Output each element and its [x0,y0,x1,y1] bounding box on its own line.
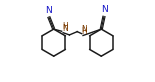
Text: H: H [82,27,87,36]
Text: N: N [82,25,87,34]
Text: N: N [62,24,68,33]
Text: N: N [101,5,107,14]
Text: N: N [45,6,52,15]
Text: H: H [62,22,68,31]
